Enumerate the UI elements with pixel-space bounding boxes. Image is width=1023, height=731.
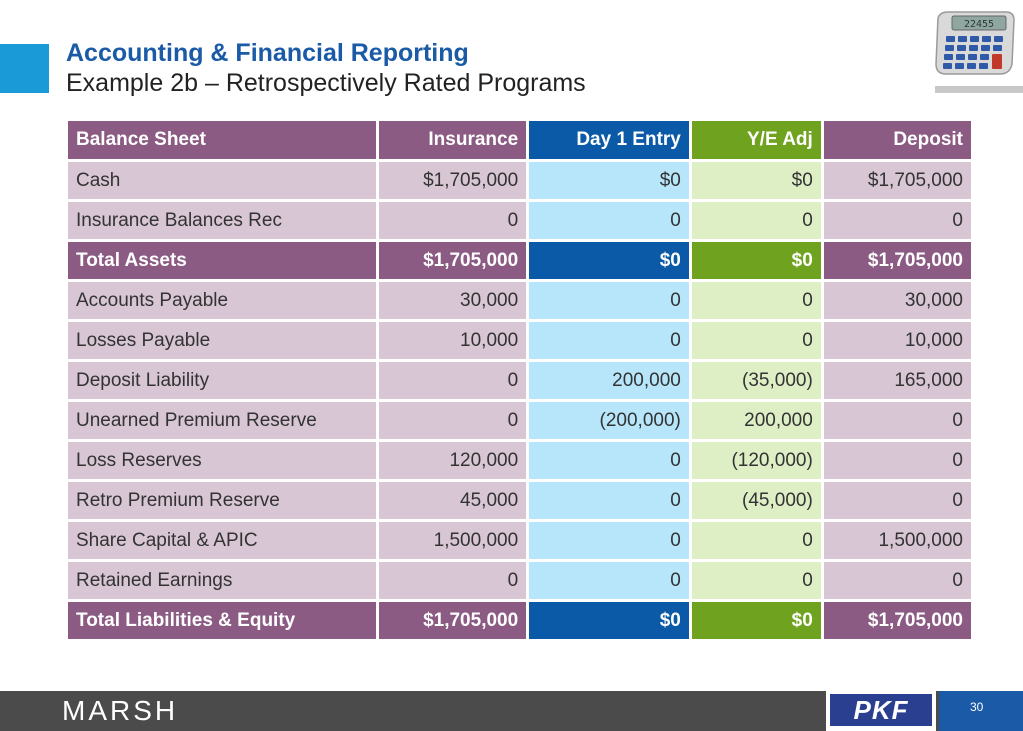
cell-insurance: 0 — [379, 402, 527, 439]
table-row: Total Assets $1,705,000 $0 $0 $1,705,000 — [68, 242, 971, 279]
cell-day1-entry: 0 — [529, 522, 689, 559]
cell-insurance: 1,500,000 — [379, 522, 527, 559]
cell-ye-adj: $0 — [691, 242, 821, 279]
cell-day1-entry: $0 — [529, 602, 689, 639]
row-label: Cash — [68, 162, 376, 199]
cell-day1-entry: 0 — [529, 202, 689, 239]
row-label: Total Liabilities & Equity — [68, 602, 376, 639]
table-row: Accounts Payable 30,000 0 0 30,000 — [68, 282, 971, 319]
table-row: Losses Payable 10,000 0 0 10,000 — [68, 322, 971, 359]
cell-ye-adj: $0 — [691, 162, 821, 199]
cell-insurance: $1,705,000 — [379, 242, 527, 279]
table-row: Deposit Liability 0 200,000 (35,000) 165,000 — [68, 362, 971, 399]
cell-deposit: 165,000 — [823, 362, 971, 399]
row-label: Accounts Payable — [68, 282, 376, 319]
calculator-icon: 22455 — [935, 11, 1015, 75]
row-label: Retro Premium Reserve — [68, 482, 376, 519]
accent-square — [0, 44, 49, 93]
cell-insurance: 0 — [379, 362, 527, 399]
cell-ye-adj: (45,000) — [691, 482, 821, 519]
cell-day1-entry: 0 — [529, 562, 689, 599]
row-label: Share Capital & APIC — [68, 522, 376, 559]
header-deposit: Deposit — [823, 121, 971, 159]
pkf-logo: PKF — [826, 691, 936, 731]
cell-deposit: 1,500,000 — [823, 522, 971, 559]
cell-deposit: 0 — [823, 202, 971, 239]
cell-day1-entry: (200,000) — [529, 402, 689, 439]
cell-day1-entry: 0 — [529, 442, 689, 479]
pkf-logo-text: PKF — [830, 694, 932, 726]
cell-insurance: $1,705,000 — [379, 162, 527, 199]
cell-ye-adj: (35,000) — [691, 362, 821, 399]
row-label: Loss Reserves — [68, 442, 376, 479]
table-row: Retro Premium Reserve 45,000 0 (45,000) 0 — [68, 482, 971, 519]
table-row: Cash $1,705,000 $0 $0 $1,705,000 — [68, 162, 971, 199]
marsh-logo: MARSH — [62, 695, 179, 726]
row-label: Retained Earnings — [68, 562, 376, 599]
table-row: Insurance Balances Rec 0 0 0 0 — [68, 202, 971, 239]
cell-ye-adj: $0 — [691, 602, 821, 639]
header-insurance: Insurance — [379, 121, 527, 159]
row-label: Insurance Balances Rec — [68, 202, 376, 239]
cell-insurance: 45,000 — [379, 482, 527, 519]
header-balance-sheet: Balance Sheet — [68, 121, 376, 159]
cell-ye-adj: (120,000) — [691, 442, 821, 479]
slide-title: Accounting & Financial Reporting — [66, 39, 469, 67]
cell-deposit: $1,705,000 — [823, 162, 971, 199]
cell-deposit: $1,705,000 — [823, 602, 971, 639]
cell-ye-adj: 0 — [691, 282, 821, 319]
cell-deposit: 10,000 — [823, 322, 971, 359]
cell-day1-entry: $0 — [529, 162, 689, 199]
page-number-box — [939, 691, 1023, 731]
table-header-row: Balance Sheet Insurance Day 1 Entry Y/E … — [68, 121, 971, 159]
header-ye-adj: Y/E Adj — [691, 121, 821, 159]
cell-deposit: 0 — [823, 442, 971, 479]
cell-deposit: 30,000 — [823, 282, 971, 319]
cell-day1-entry: 0 — [529, 322, 689, 359]
row-label: Deposit Liability — [68, 362, 376, 399]
cell-day1-entry: $0 — [529, 242, 689, 279]
row-label: Unearned Premium Reserve — [68, 402, 376, 439]
cell-insurance: 10,000 — [379, 322, 527, 359]
cell-ye-adj: 0 — [691, 522, 821, 559]
cell-insurance: $1,705,000 — [379, 602, 527, 639]
cell-day1-entry: 0 — [529, 482, 689, 519]
cell-insurance: 0 — [379, 562, 527, 599]
cell-ye-adj: 0 — [691, 562, 821, 599]
cell-deposit: 0 — [823, 482, 971, 519]
cell-day1-entry: 0 — [529, 282, 689, 319]
cell-ye-adj: 200,000 — [691, 402, 821, 439]
table-row: Loss Reserves 120,000 0 (120,000) 0 — [68, 442, 971, 479]
cell-deposit: 0 — [823, 562, 971, 599]
cell-ye-adj: 0 — [691, 202, 821, 239]
table-row: Unearned Premium Reserve 0 (200,000) 200,00… — [68, 402, 971, 439]
page-number: 30 — [970, 700, 984, 714]
cell-day1-entry: 200,000 — [529, 362, 689, 399]
cell-insurance: 0 — [379, 202, 527, 239]
calculator-display: 22455 — [964, 19, 994, 30]
cell-deposit: 0 — [823, 402, 971, 439]
header-underline — [935, 86, 1023, 93]
table-row: Share Capital & APIC 1,500,000 0 0 1,500,000 — [68, 522, 971, 559]
row-label: Total Assets — [68, 242, 376, 279]
cell-insurance: 30,000 — [379, 282, 527, 319]
cell-ye-adj: 0 — [691, 322, 821, 359]
slide-subtitle: Example 2b – Retrospectively Rated Progr… — [66, 69, 586, 97]
table-row: Total Liabilities & Equity $1,705,000 $0 $0… — [68, 602, 971, 639]
table-row: Retained Earnings 0 0 0 0 — [68, 562, 971, 599]
cell-deposit: $1,705,000 — [823, 242, 971, 279]
row-label: Losses Payable — [68, 322, 376, 359]
header-day1-entry: Day 1 Entry — [529, 121, 689, 159]
balance-sheet-table: Balance Sheet Insurance Day 1 Entry Y/E … — [66, 118, 973, 642]
cell-insurance: 120,000 — [379, 442, 527, 479]
